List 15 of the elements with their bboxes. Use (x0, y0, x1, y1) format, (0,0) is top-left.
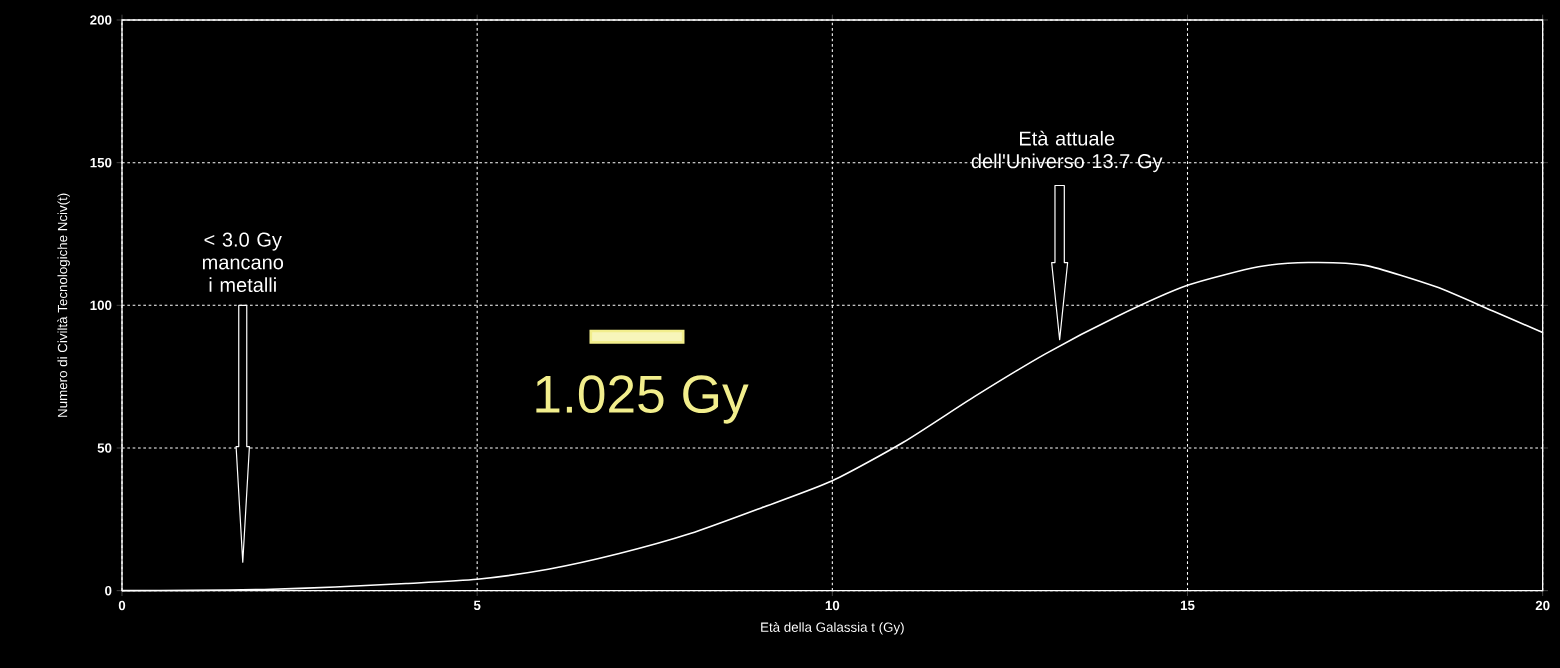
x-tick-label: 20 (1535, 600, 1550, 611)
y-tick-label: 200 (90, 15, 112, 25)
x-tick-label: 0 (118, 600, 126, 611)
y-tick-label: 150 (90, 157, 112, 168)
x-axis-title: Età della Galassia t (Gy) (761, 621, 904, 635)
x-tick-label: 5 (473, 600, 481, 611)
y-axis-title: Numero di Civiltà Tecnologiche Nciv(t) (57, 193, 70, 417)
y-tick-label: 0 (105, 585, 112, 596)
x-tick-label: 15 (1180, 600, 1195, 611)
annotation: Età attuale dell'Universo 13.7 Gy (971, 130, 1163, 173)
y-tick-label: 50 (97, 443, 112, 453)
y-tick-label: 100 (90, 300, 112, 311)
annotation: < 3.0 Gy mancano i metalli (202, 232, 284, 293)
annotation: 1.025 Gy (536, 375, 749, 424)
x-tick-label: 10 (825, 600, 840, 611)
